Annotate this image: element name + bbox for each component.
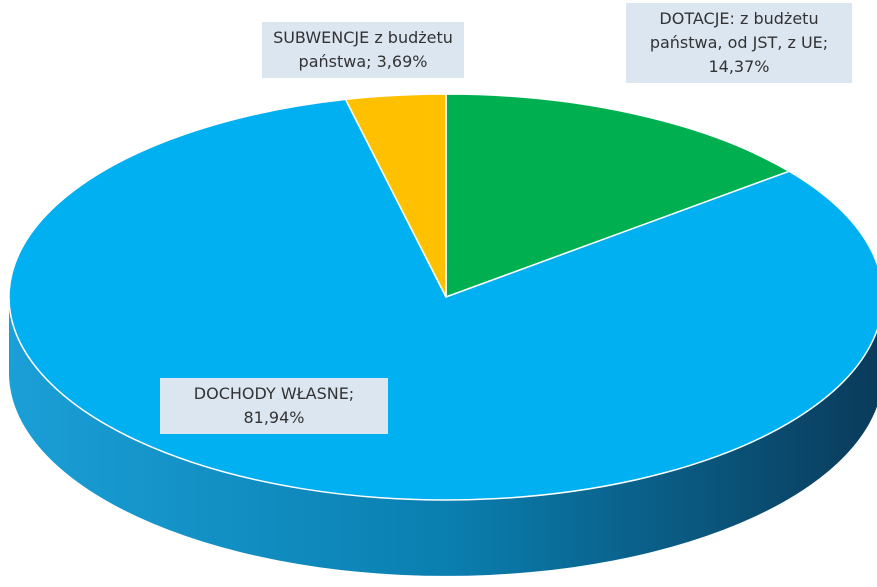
slice — [344, 93, 447, 298]
data-label: SUBWENCJE z budżetu państwa; 3,69% — [262, 22, 464, 78]
data-label: DOTACJE: z budżetu państwa, od JST, z UE… — [626, 3, 852, 83]
slice — [445, 93, 791, 299]
slice-side — [9, 297, 877, 576]
data-label: DOCHODY WŁASNE; 81,94% — [160, 378, 388, 434]
